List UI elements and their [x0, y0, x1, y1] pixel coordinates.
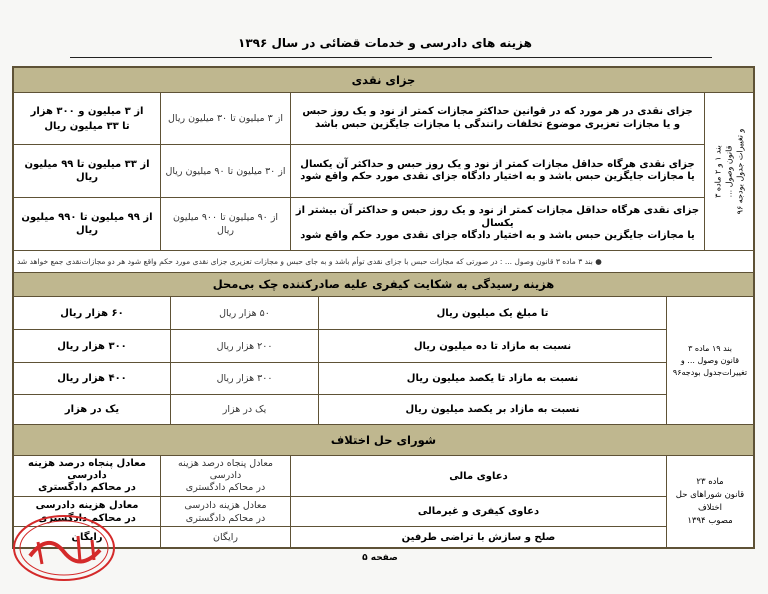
amount-line: در محاکم دادگستری	[185, 512, 266, 524]
desc-line: جزای نقدی هرگاه حداقل مجازات کمتر از نود…	[300, 158, 695, 170]
ref-line: و تغییرات جدول بودجه ۹۶	[735, 128, 745, 215]
legal-reference: بند ۱ و ۲ ماده ۳ قانون وصول ... و تغییرا…	[713, 129, 746, 215]
new-amount: ۳۰۰ هزار ریال	[13, 329, 171, 363]
desc-line: یا مجازات جایگزین حبس باشد و به اختیار د…	[300, 230, 695, 242]
amount-line: معادل پنجاه درصد هزینه دادرسی	[178, 458, 273, 481]
old-amount: ۳۰۰ هزار ریال	[170, 362, 319, 395]
table-row-desc: جزای نقدی هرگاه حداقل مجازات کمتر از نود…	[290, 144, 705, 198]
table-row-desc: دعاوی کیفری و غیرمالی	[290, 496, 667, 527]
table-row-desc: صلح و سازش با تراضی طرفین	[290, 526, 667, 548]
old-amount: ۵۰ هزار ریال	[170, 296, 319, 330]
ref-line: قانون وصول ... و	[680, 355, 740, 365]
section-header-dispute-council: شورای حل اختلاف	[13, 424, 754, 456]
desc-line: و یا مجازات تعزیری موضوع تخلفات رانندگی …	[314, 118, 681, 130]
table-row-desc: نسبت به مازاد تا یکصد میلیون ریال	[318, 362, 667, 395]
ref-line: مصوب ۱۳۹۴	[687, 515, 733, 526]
new-amount: از ۳ میلیون و ۳۰۰ هزار تا ۳۳ میلیون ریال	[13, 92, 161, 145]
table-row-desc: نسبت به مازاد بر یکصد میلیون ریال	[318, 394, 667, 425]
ref-line: قانون شوراهای حل اختلاف	[675, 489, 745, 513]
title-rule	[70, 57, 712, 58]
amount-line: معادل هزینه دادرسی	[35, 499, 139, 511]
amount-line: در محاکم دادگستری	[38, 482, 136, 493]
legal-reference: بند ۱۹ ماده ۳ قانون وصول ... و تغییرات‌جدو…	[666, 296, 754, 425]
ref-line: بند ۱۹ ماده ۳	[688, 343, 732, 353]
desc-line: یا مجازات جایگزین حبس باشد و به اختیار د…	[300, 171, 695, 182]
new-amount: معادل پنجاه درصد هزینه دادرسی در محاکم دا…	[13, 455, 161, 497]
ref-line: ماده ۲۳	[696, 476, 724, 487]
amount-line: معادل هزینه دادرسی	[184, 499, 267, 511]
new-amount: از ۳۳ میلیون تا ۹۹ میلیون ریال	[13, 144, 161, 198]
new-amount: یک در هزار	[13, 394, 171, 425]
legal-reference: ماده ۲۳ قانون شوراهای حل اختلاف مصوب ۱۳۹۴	[666, 455, 754, 548]
amount-line: تا ۳۳ میلیون ریال	[44, 120, 130, 132]
old-amount: ۲۰۰ هزار ریال	[170, 329, 319, 363]
desc-line: جزای نقدی در هر مورد که در قوانین حداکثر…	[302, 106, 693, 117]
old-amount: رایگان	[160, 526, 291, 548]
amount-line: در محاکم دادگستری	[185, 482, 266, 493]
table-row-desc: جزای نقدی در هر مورد که در قوانین حداکثر…	[290, 92, 705, 145]
old-amount: از ۳ میلیون تا ۳۰ میلیون ریال	[160, 92, 291, 145]
desc-line: جزای نقدی هرگاه حداقل مجازات کمتر از نود…	[295, 205, 700, 229]
table-row-desc: تا مبلغ یک میلیون ریال	[318, 296, 667, 330]
page-title: هزینه های دادرسی و خدمات قضائی در سال ۱۳…	[238, 36, 532, 50]
section-header-fines: جزای نقدی	[13, 67, 754, 93]
amount-line: در محاکم دادگستری	[38, 512, 136, 524]
ref-line: تغییرات‌جدول بودجه۹۶	[672, 367, 748, 377]
new-amount: رایگان	[13, 526, 161, 548]
old-amount: معادل هزینه دادرسی در محاکم دادگستری	[160, 496, 291, 527]
new-amount: ۴۰۰ هزار ریال	[13, 362, 171, 395]
amount-line: معادل پنجاه درصد هزینه دادرسی	[28, 458, 146, 481]
amount-line: از ۳ میلیون و ۳۰۰ هزار	[30, 105, 144, 117]
section-header-bounced-cheque: هزینه رسیدگی به شکایت کیفری علیه صادرکنن…	[13, 272, 754, 297]
new-amount: معادل هزینه دادرسی در محاکم دادگستری	[13, 496, 161, 527]
new-amount: ۶۰ هزار ریال	[13, 296, 171, 330]
page-number: صفحه ۵	[362, 553, 398, 563]
table-row-desc: دعاوی مالی	[290, 455, 667, 497]
legal-reference-cell: بند ۱ و ۲ ماده ۳ قانون وصول ... و تغییرا…	[704, 92, 754, 251]
ref-line: قانون وصول ...	[724, 145, 734, 198]
footnote: ● بند ۳ ماده ۳ قانون وصول ... : در صورتی…	[13, 250, 754, 273]
old-amount: یک در هزار	[170, 394, 319, 425]
ref-line: بند ۱ و ۲ ماده ۳	[713, 145, 723, 198]
table-row-desc: جزای نقدی هرگاه حداقل مجازات کمتر از نود…	[290, 197, 705, 251]
new-amount: از ۹۹ میلیون تا ۹۹۰ میلیون ریال	[13, 197, 161, 251]
table-row-desc: نسبت به مازاد تا ده میلیون ریال	[318, 329, 667, 363]
old-amount: معادل پنجاه درصد هزینه دادرسی در محاکم دا…	[160, 455, 291, 497]
old-amount: از ۳۰ میلیون تا ۹۰ میلیون ریال	[160, 144, 291, 198]
old-amount: از ۹۰ میلیون تا ۹۰۰ میلیون ریال	[160, 197, 291, 251]
